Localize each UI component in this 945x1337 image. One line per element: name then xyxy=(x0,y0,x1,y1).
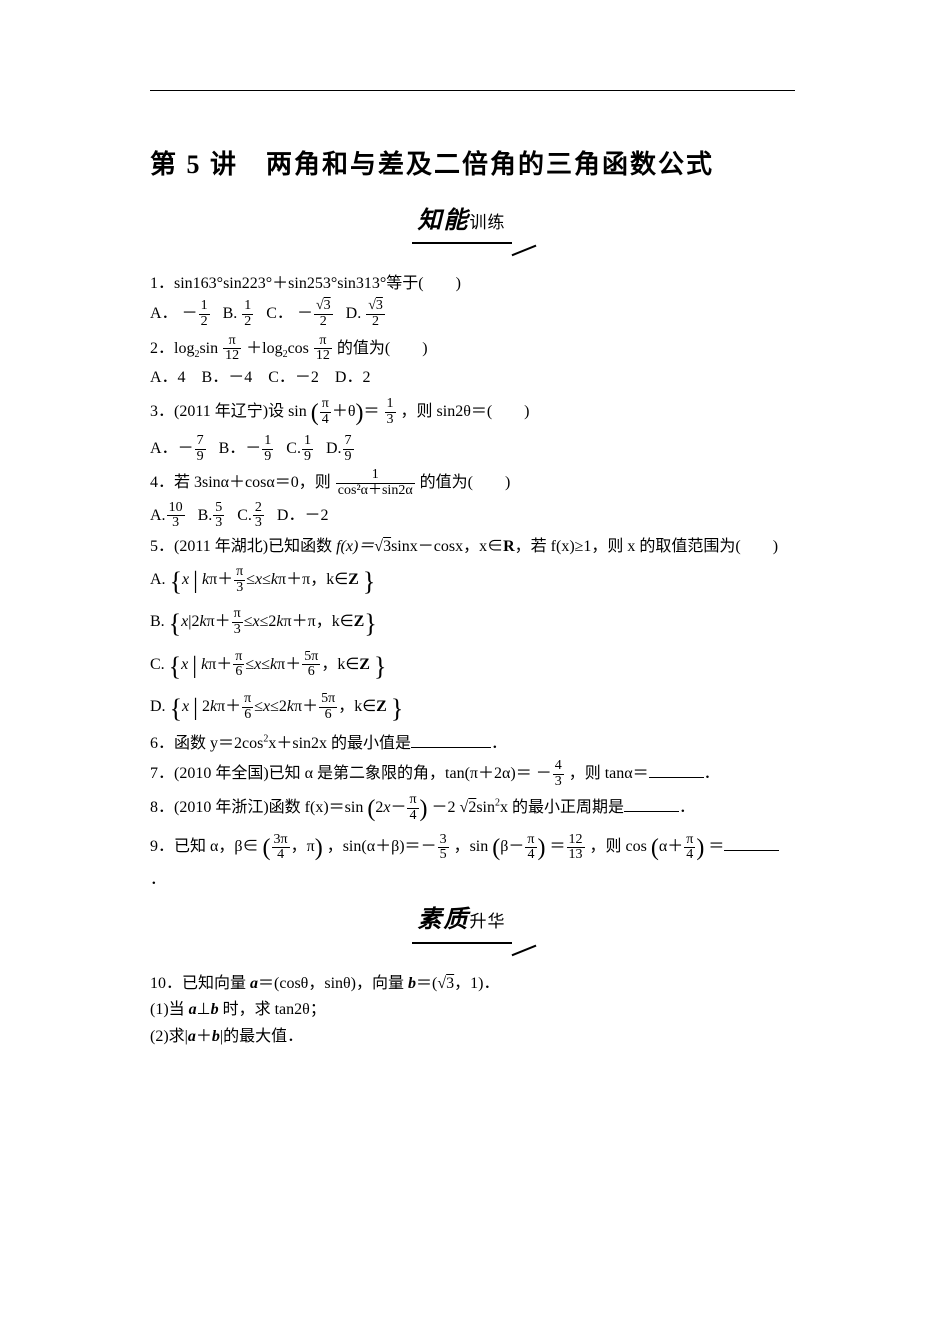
q3-A: A． xyxy=(150,440,178,457)
q4-D: D．－2 xyxy=(277,507,329,524)
q1-D: D. xyxy=(346,305,362,322)
banner2-script: 素质 xyxy=(418,907,470,933)
q3-options: A．－79 B．－19 C.19 D.79 xyxy=(150,434,795,464)
q3-B: B． xyxy=(219,440,246,457)
q1-C: C． xyxy=(266,305,293,322)
q6-blank xyxy=(411,731,491,748)
q1-A: A． xyxy=(150,305,178,322)
q3-stem: 3．(2011 年辽宁)设 sin (π4＋θ)＝ 13 ，则 sin2θ＝( … xyxy=(150,395,795,432)
q1-B: B. xyxy=(223,305,238,322)
q4-A: A. xyxy=(150,507,166,524)
q5-A: A. {x | kπ＋π3≤x≤kπ＋π，k∈Z } xyxy=(150,562,795,602)
banner1-plain: 训练 xyxy=(470,213,506,232)
q10-part1: (1)当 a⊥b 时，求 tan2θ； xyxy=(150,998,795,1023)
q9-blank xyxy=(724,834,779,851)
vec-a: a xyxy=(250,975,258,992)
page-root: 第 5 讲 两角和与差及二倍角的三角函数公式 知能训练 1．sin163°sin… xyxy=(0,0,945,1337)
q8-blank xyxy=(624,795,679,812)
banner-zhineng: 知能训练 xyxy=(150,203,795,244)
q6: 6．函数 y＝2cos2x＋sin2x 的最小值是． xyxy=(150,731,795,757)
q1-stem: 1．sin163°sin223°＋sin253°sin313°等于( ) xyxy=(150,272,795,297)
q4-stem: 4．若 3sinα＋cosα＝0，则 1cos²α＋sin2α 的值为( ) xyxy=(150,468,795,498)
q5-stem: 5．(2011 年湖北)已知函数 f(x)＝√3sinx－cosx，x∈R，若 … xyxy=(150,535,795,560)
set-R: R xyxy=(503,538,515,555)
q4-options: A.103 B.53 C.23 D．－2 xyxy=(150,501,795,531)
perp-icon: ⊥ xyxy=(197,1001,211,1018)
q9: 9．已知 α，β∈ (3π4，π) ，sin(α＋β)＝－35 ，sin (β－… xyxy=(150,830,795,892)
banner2-plain: 升华 xyxy=(470,912,506,931)
q5-D: D. {x | 2kπ＋π6≤x≤2kπ＋5π6，k∈Z } xyxy=(150,689,795,729)
banner-suzhi: 素质升华 xyxy=(150,902,795,943)
top-rule xyxy=(150,90,795,91)
lesson-title: 第 5 讲 两角和与差及二倍角的三角函数公式 xyxy=(150,145,795,185)
q4-C: C. xyxy=(237,507,252,524)
q7: 7．(2010 年全国)已知 α 是第二象限的角，tan(π＋2α)＝ －43 … xyxy=(150,759,795,789)
q8: 8．(2010 年浙江)函数 f(x)＝sin (2x－π4) －2 √2sin… xyxy=(150,791,795,828)
q5-C: C. {x | kπ＋π6≤x≤kπ＋5π6，k∈Z } xyxy=(150,647,795,687)
q1-options: A． －12 B. 12 C． －√32 D. √32 xyxy=(150,299,795,329)
q4-B: B. xyxy=(198,507,213,524)
banner1-script: 知能 xyxy=(418,208,470,234)
q10-stem: 10．已知向量 a＝(cosθ，sinθ)，向量 b＝(√3，1)． xyxy=(150,972,795,997)
q2-stem: 2．log2sin π12 ＋log2cos π12 的值为( ) xyxy=(150,334,795,364)
q3-D: D. xyxy=(326,440,342,457)
vec-b: b xyxy=(408,975,416,992)
q5-B: B. {x|2kπ＋π3≤x≤2kπ＋π，k∈Z} xyxy=(150,604,795,644)
q7-blank xyxy=(649,761,704,778)
q10-part2: (2)求|a＋b|的最大值． xyxy=(150,1025,795,1050)
q2-options: A．4 B．－4 C．－2 D．2 xyxy=(150,366,795,391)
q3-C: C. xyxy=(286,440,301,457)
